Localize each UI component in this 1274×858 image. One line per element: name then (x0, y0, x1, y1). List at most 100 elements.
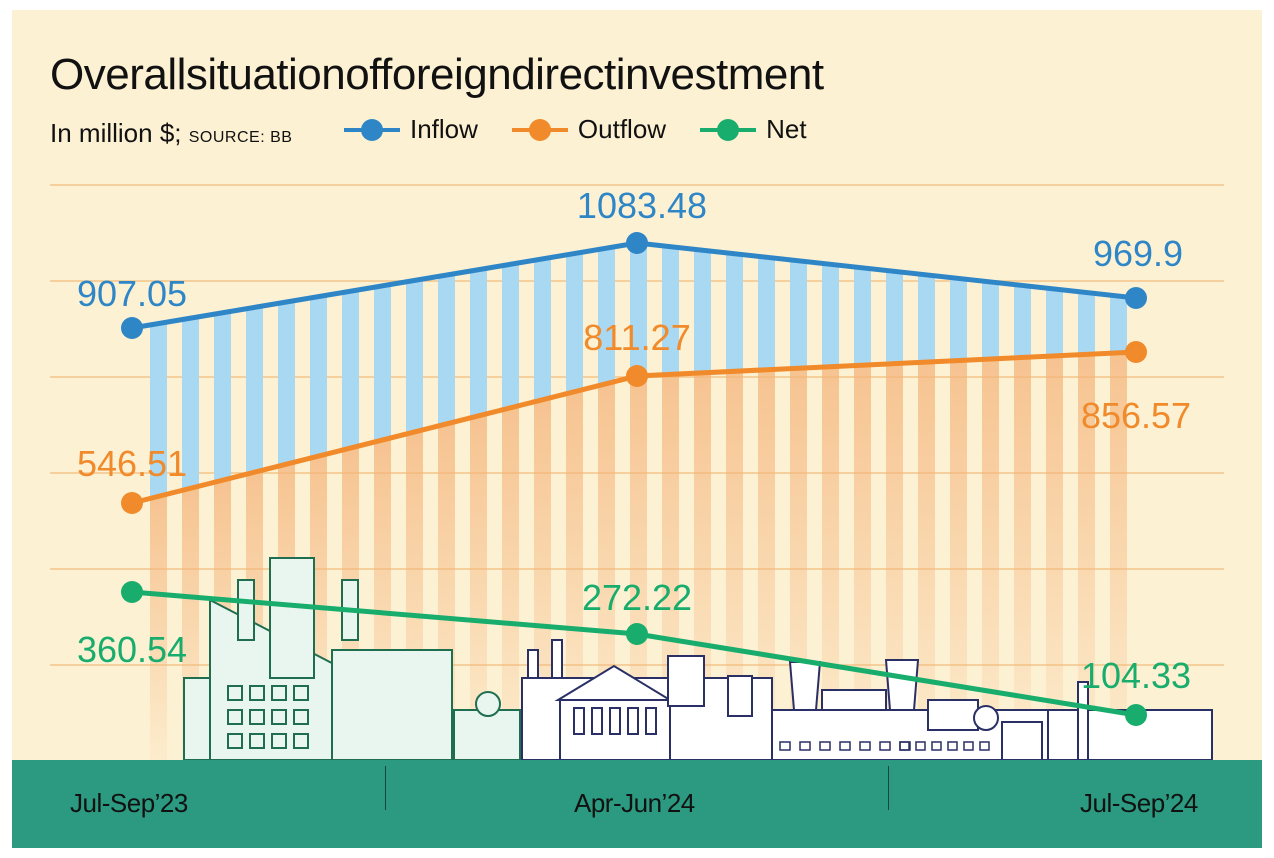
inflow-stripe (470, 269, 487, 416)
net-data-label: 272.22 (582, 577, 692, 618)
inflow-data-label: 969.9 (1093, 233, 1183, 274)
cooling-tower (788, 661, 822, 711)
factory-tank (973, 705, 999, 731)
inflow-stripe (726, 253, 743, 372)
legend-label-inflow: Inflow (410, 114, 478, 144)
factory-window (645, 707, 657, 735)
outflow-stripe (1014, 357, 1031, 760)
x-tick-label-2: Apr-Jun’24 (574, 788, 695, 818)
x-axis-divider-2 (888, 766, 889, 810)
inflow-stripe (854, 267, 871, 366)
factory-window (293, 709, 309, 725)
inflow-stripe (310, 296, 327, 457)
data-labels: 907.05 1083.48 969.9 546.51 811.27 856.57 360.… (77, 185, 1191, 696)
factory-chimney (527, 649, 539, 679)
factory-hall (559, 699, 671, 761)
inflow-stripe (406, 280, 423, 432)
inflow-stripe (278, 301, 295, 465)
outflow-point (626, 365, 648, 387)
factory-window (227, 709, 243, 725)
legend-swatch-outflow (511, 118, 568, 141)
factory-window (963, 741, 974, 751)
outflow-point (121, 492, 143, 514)
factory-window (859, 741, 871, 751)
factory-dome (475, 691, 501, 717)
factory-window (249, 685, 265, 701)
factory-window (879, 741, 891, 751)
factory-window (573, 707, 585, 735)
factory-window (819, 741, 831, 751)
factory-window (931, 741, 942, 751)
factory-window (979, 741, 990, 751)
factory-window (271, 685, 287, 701)
factory-window (627, 707, 639, 735)
inflow-stripe (758, 257, 775, 370)
factory-window (271, 709, 287, 725)
outflow-stripe (982, 358, 999, 760)
x-tick-label-1: Jul-Sep’23 (70, 788, 188, 818)
inflow-point (121, 317, 143, 339)
inflow-stripe (1046, 289, 1063, 356)
outflow-stripe (630, 375, 647, 760)
outflow-stripe (822, 366, 839, 760)
factory-block (1001, 721, 1043, 761)
outflow-stripe (950, 360, 967, 760)
legend-item-inflow: Inflow (344, 114, 478, 145)
outflow-stripe (150, 496, 167, 760)
inflow-stripe (438, 275, 455, 424)
factory-tower (727, 675, 753, 717)
inflow-stripe (214, 312, 231, 481)
inflow-stripe (534, 258, 551, 400)
line-chart: 907.05 1083.48 969.9 546.51 811.27 856.57 360.… (50, 184, 1224, 761)
chart-card: Overallsituationofforeigndirectinvestmen… (12, 10, 1262, 848)
outflow-stripe (726, 371, 743, 760)
outflow-stripe (758, 369, 775, 760)
outflow-stripe (470, 415, 487, 760)
factory-skyline-illustration (183, 557, 1213, 761)
x-tick-label-3: Jul-Sep’24 (1080, 788, 1198, 818)
outflow-stripe (598, 383, 615, 760)
factory-chimney (237, 579, 255, 641)
chart-legend: Inflow Outflow Net (344, 114, 807, 145)
inflow-point (1125, 287, 1147, 309)
outflow-stripe (502, 407, 519, 760)
inflow-stripe (918, 274, 935, 363)
outflow-stripe (854, 365, 871, 760)
inflow-stripe (1014, 285, 1031, 358)
inflow-stripe (182, 318, 199, 489)
factory-hall (331, 649, 453, 761)
series-lines (121, 232, 1147, 726)
factory-window (947, 741, 958, 751)
inflow-stripe (662, 246, 679, 375)
inflow-stripe (886, 271, 903, 364)
inflow-stripe (630, 243, 647, 376)
factory-block (1047, 709, 1079, 761)
net-data-label: 360.54 (77, 629, 187, 670)
chart-title: Overallsituationofforeigndirectinvestmen… (50, 50, 824, 99)
inflow-stripe (790, 260, 807, 369)
factory-window (293, 733, 309, 749)
factory-window (899, 741, 910, 751)
inflow-stripe (982, 281, 999, 359)
inflow-stripe (246, 307, 263, 473)
inflow-stripe (694, 250, 711, 373)
factory-window (271, 733, 287, 749)
inflow-stripe (502, 264, 519, 408)
source-label: SOURCE: BB (188, 129, 293, 146)
legend-swatch-net (700, 118, 757, 141)
value-stripes (150, 243, 1127, 760)
net-data-label: 104.33 (1081, 655, 1191, 696)
legend-item-net: Net (700, 114, 807, 145)
factory-window (249, 733, 265, 749)
net-point (121, 581, 143, 603)
factory-window (293, 685, 309, 701)
inflow-data-label: 1083.48 (577, 185, 707, 226)
factory-window (839, 741, 851, 751)
legend-item-outflow: Outflow (511, 114, 666, 145)
factory-window (799, 741, 811, 751)
factory-block (927, 699, 979, 731)
factory-tower (667, 655, 705, 707)
factory-annex (453, 709, 521, 761)
factory-window (227, 685, 243, 701)
unit-label: In million $; (50, 118, 182, 148)
